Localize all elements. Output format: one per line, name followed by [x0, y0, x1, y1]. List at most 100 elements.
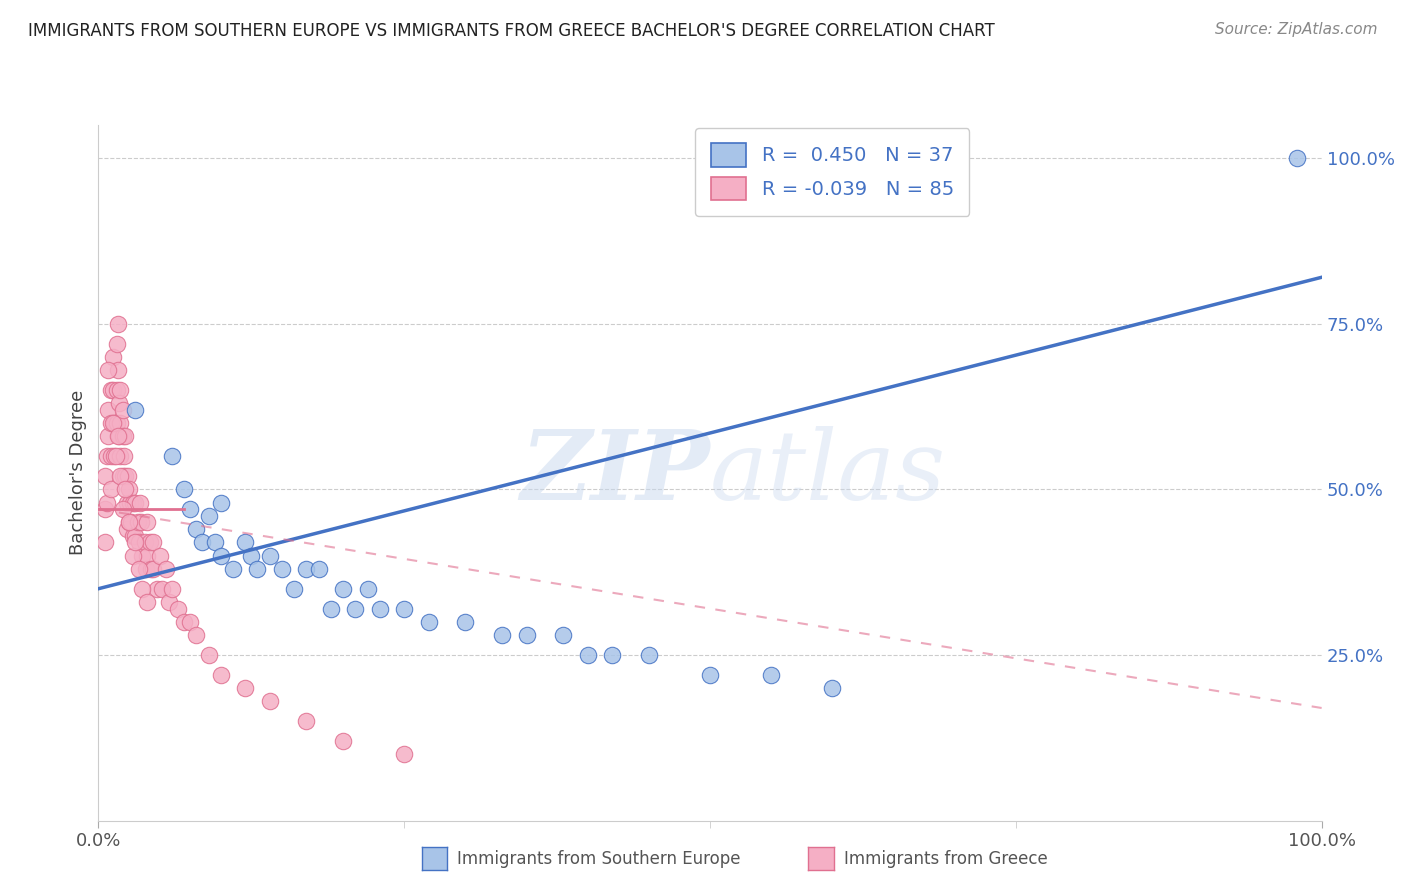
- Point: [115, 495, 138, 509]
- Point: [515, 628, 537, 642]
- Point: [100, 483, 122, 497]
- Point: [139, 562, 162, 576]
- Point: [233, 681, 256, 695]
- Point: [136, 516, 159, 530]
- Point: [118, 483, 141, 497]
- Point: [101, 383, 124, 397]
- Point: [128, 535, 150, 549]
- Point: [134, 535, 156, 549]
- Point: [332, 734, 354, 748]
- Point: [131, 549, 153, 563]
- Point: [93, 469, 115, 483]
- Point: [186, 628, 208, 642]
- Point: [246, 562, 269, 576]
- Point: [128, 562, 150, 576]
- Point: [191, 535, 214, 549]
- Point: [454, 615, 477, 629]
- Point: [107, 363, 129, 377]
- Point: [111, 469, 134, 483]
- Point: [209, 549, 232, 563]
- Point: [270, 562, 294, 576]
- Point: [103, 449, 125, 463]
- Point: [103, 416, 125, 430]
- Point: [114, 429, 136, 443]
- Point: [142, 535, 165, 549]
- Point: [821, 681, 844, 695]
- Point: [209, 495, 232, 509]
- Point: [105, 336, 128, 351]
- Point: [105, 383, 128, 397]
- Point: [1286, 151, 1309, 165]
- Point: [204, 535, 226, 549]
- Point: [142, 562, 165, 576]
- Point: [93, 502, 115, 516]
- Point: [418, 615, 440, 629]
- Point: [110, 469, 132, 483]
- Point: [100, 449, 122, 463]
- Point: [160, 449, 183, 463]
- Point: [392, 601, 416, 615]
- Point: [112, 449, 135, 463]
- Point: [105, 416, 128, 430]
- Point: [761, 668, 783, 682]
- Point: [111, 502, 134, 516]
- Point: [120, 495, 142, 509]
- Point: [129, 516, 152, 530]
- Point: [491, 628, 513, 642]
- Point: [121, 495, 143, 509]
- Point: [124, 529, 146, 543]
- Point: [167, 601, 190, 615]
- Point: [319, 601, 342, 615]
- Point: [100, 416, 122, 430]
- Point: [283, 582, 305, 596]
- Point: [150, 582, 173, 596]
- Point: [259, 694, 281, 708]
- Point: [160, 582, 183, 596]
- Point: [111, 402, 134, 417]
- Point: [173, 615, 195, 629]
- Point: [699, 668, 721, 682]
- Point: [368, 601, 391, 615]
- Point: [209, 668, 232, 682]
- Point: [118, 516, 141, 530]
- Point: [97, 429, 120, 443]
- Point: [108, 429, 131, 443]
- Point: [97, 363, 120, 377]
- Point: [240, 549, 263, 563]
- Y-axis label: Bachelor's Degree: Bachelor's Degree: [69, 390, 87, 556]
- Point: [222, 562, 245, 576]
- Point: [392, 747, 416, 762]
- Point: [118, 516, 141, 530]
- Point: [146, 582, 169, 596]
- Point: [96, 495, 118, 509]
- Point: [114, 483, 136, 497]
- Point: [110, 416, 132, 430]
- Point: [124, 402, 146, 417]
- Point: [179, 502, 201, 516]
- Legend: R =  0.450   N = 37, R = -0.039   N = 85: R = 0.450 N = 37, R = -0.039 N = 85: [696, 128, 969, 216]
- Point: [124, 495, 146, 509]
- Point: [344, 601, 367, 615]
- Point: [108, 396, 131, 410]
- Point: [136, 549, 159, 563]
- Point: [110, 383, 132, 397]
- Point: [107, 317, 129, 331]
- Point: [197, 648, 219, 662]
- Point: [114, 469, 136, 483]
- Text: IMMIGRANTS FROM SOUTHERN EUROPE VS IMMIGRANTS FROM GREECE BACHELOR'S DEGREE CORR: IMMIGRANTS FROM SOUTHERN EUROPE VS IMMIG…: [28, 22, 995, 40]
- Point: [155, 562, 177, 576]
- Point: [129, 495, 152, 509]
- Point: [131, 582, 153, 596]
- Point: [179, 615, 201, 629]
- Point: [295, 562, 318, 576]
- Point: [600, 648, 623, 662]
- Point: [295, 714, 318, 729]
- Text: Source: ZipAtlas.com: Source: ZipAtlas.com: [1215, 22, 1378, 37]
- Point: [101, 416, 124, 430]
- Point: [553, 628, 575, 642]
- Text: Immigrants from Greece: Immigrants from Greece: [844, 850, 1047, 868]
- Point: [104, 449, 127, 463]
- Point: [576, 648, 599, 662]
- Point: [356, 582, 378, 596]
- Point: [121, 529, 143, 543]
